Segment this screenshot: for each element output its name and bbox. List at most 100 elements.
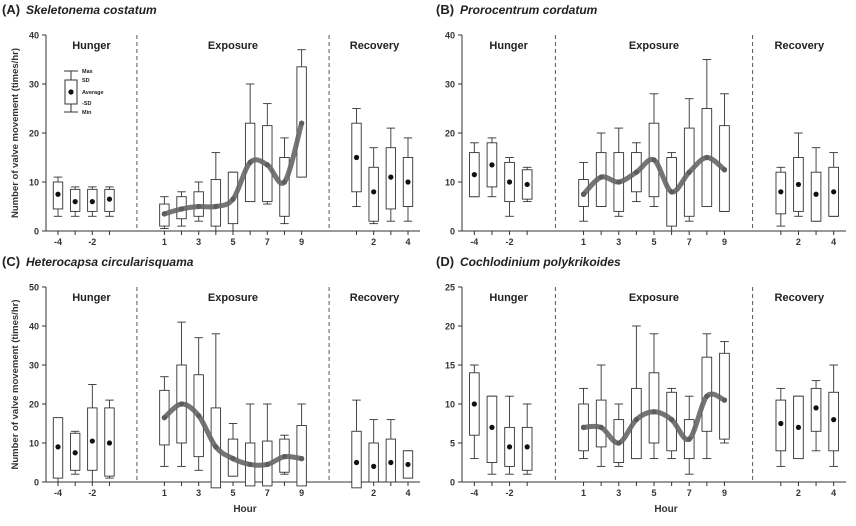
y-tick-label: 10 bbox=[29, 439, 39, 449]
box-exposure-4 bbox=[210, 152, 222, 232]
legend-sd-label: SD bbox=[82, 78, 90, 84]
x-tick-label: 5 bbox=[230, 237, 235, 247]
box-exposure-5 bbox=[648, 93, 660, 207]
y-tick-label: 5 bbox=[450, 439, 455, 449]
sd-box bbox=[368, 442, 379, 483]
box-hunger--2 bbox=[504, 395, 515, 475]
box-hunger--2 bbox=[504, 157, 515, 217]
exposure-trend-line bbox=[161, 120, 305, 217]
average-point bbox=[55, 191, 61, 197]
box-exposure-7 bbox=[262, 403, 273, 487]
legend-average-point bbox=[68, 89, 74, 95]
x-tick-label: -2 bbox=[88, 237, 96, 247]
average-point bbox=[813, 405, 819, 411]
x-tick-label: -4 bbox=[470, 488, 478, 498]
x-axis-label: Hour bbox=[654, 504, 677, 515]
x-tick-label: -4 bbox=[54, 237, 62, 247]
x-tick-label: 2 bbox=[371, 237, 376, 247]
average-point bbox=[471, 172, 477, 178]
box-hunger--4 bbox=[52, 176, 64, 217]
x-tick-label: 3 bbox=[196, 488, 201, 498]
x-tick-label: 2 bbox=[796, 488, 801, 498]
x-tick-label: 2 bbox=[371, 488, 376, 498]
average-point bbox=[55, 444, 61, 450]
x-tick-label: 1 bbox=[581, 237, 586, 247]
sd-box bbox=[351, 430, 362, 489]
box-exposure-3 bbox=[193, 181, 204, 222]
panel-label: (C) bbox=[2, 254, 20, 269]
box-hunger--3 bbox=[69, 186, 81, 217]
box-exposure-9 bbox=[296, 49, 307, 178]
y-tick-label: 20 bbox=[29, 400, 39, 410]
legend-minus-sd-label: -SD bbox=[82, 101, 92, 107]
average-point bbox=[471, 401, 477, 407]
x-tick-label: 9 bbox=[722, 237, 727, 247]
average-point bbox=[831, 417, 837, 423]
x-tick-label: 9 bbox=[722, 488, 727, 498]
y-tick-label: 10 bbox=[29, 178, 39, 188]
x-tick-label: 9 bbox=[299, 488, 304, 498]
period-label: Exposure bbox=[629, 292, 679, 304]
panel-b: (B) Prorocentrum cordatum 0 10 20 30 40 -4 -2 1 3 5… bbox=[436, 2, 846, 247]
box-hunger--3 bbox=[486, 395, 498, 475]
box-exposure-3 bbox=[613, 127, 625, 217]
box-recovery-4 bbox=[828, 364, 839, 467]
average-point bbox=[489, 424, 495, 430]
period-label: Recovery bbox=[350, 292, 400, 304]
x-tick-label: 9 bbox=[299, 237, 304, 247]
y-tick-label: 20 bbox=[29, 129, 39, 139]
y-tick-label: 10 bbox=[445, 400, 455, 410]
box-hunger--3 bbox=[486, 137, 498, 198]
legend-min-label: Min bbox=[82, 110, 92, 116]
x-tick-label: 4 bbox=[405, 488, 410, 498]
x-tick-label: 3 bbox=[616, 488, 621, 498]
x-tick-label: -2 bbox=[506, 237, 514, 247]
y-tick-label: 30 bbox=[445, 80, 455, 90]
box-exposure-6 bbox=[244, 403, 256, 487]
box-recovery-4 bbox=[402, 450, 414, 479]
box-recovery-2 bbox=[368, 419, 379, 483]
panel-d: (D) Cochlodinium polykrikoides0510152025-… bbox=[436, 254, 846, 515]
box-hunger--1 bbox=[521, 403, 533, 475]
panel-title: Prorocentrum cordatum bbox=[460, 3, 598, 17]
box-recovery-1 bbox=[351, 108, 362, 207]
average-point bbox=[524, 444, 530, 450]
panel-title: Heterocapsa circularisquama bbox=[26, 255, 194, 269]
average-point bbox=[72, 199, 78, 205]
box-exposure-8 bbox=[701, 59, 713, 207]
x-tick-label: 7 bbox=[687, 237, 692, 247]
average-point bbox=[89, 199, 95, 205]
box-exposure-7 bbox=[262, 103, 273, 205]
box-exposure-7 bbox=[683, 98, 695, 222]
x-tick-label: -2 bbox=[506, 488, 514, 498]
average-point bbox=[388, 459, 394, 466]
box-hunger--4 bbox=[469, 142, 480, 198]
x-tick-label: 1 bbox=[162, 237, 167, 247]
x-tick-label: 2 bbox=[796, 237, 801, 247]
exposure-trend-line bbox=[161, 401, 305, 468]
period-label: Hunger bbox=[72, 40, 111, 52]
average-point bbox=[405, 179, 411, 185]
box-hunger--2 bbox=[87, 384, 98, 483]
box-exposure-1 bbox=[159, 376, 170, 467]
average-point bbox=[778, 420, 784, 427]
box-exposure-4 bbox=[631, 325, 642, 460]
x-tick-label: 3 bbox=[196, 237, 201, 247]
y-tick-label: 0 bbox=[34, 227, 39, 237]
average-point bbox=[506, 444, 513, 450]
box-exposure-2 bbox=[595, 132, 607, 207]
box-hunger--1 bbox=[104, 186, 115, 217]
x-tick-label: -2 bbox=[88, 488, 96, 498]
box-exposure-9 bbox=[719, 93, 730, 212]
box-exposure-2 bbox=[595, 364, 607, 467]
panel-title: Skeletonema costatum bbox=[26, 3, 157, 17]
x-tick-label: 7 bbox=[687, 488, 692, 498]
x-tick-label: -4 bbox=[470, 237, 478, 247]
average-point bbox=[106, 440, 113, 446]
box-exposure-2 bbox=[176, 321, 187, 467]
box-hunger--2 bbox=[87, 186, 98, 217]
y-tick-label: 0 bbox=[450, 478, 455, 488]
box-recovery-3 bbox=[385, 127, 397, 222]
